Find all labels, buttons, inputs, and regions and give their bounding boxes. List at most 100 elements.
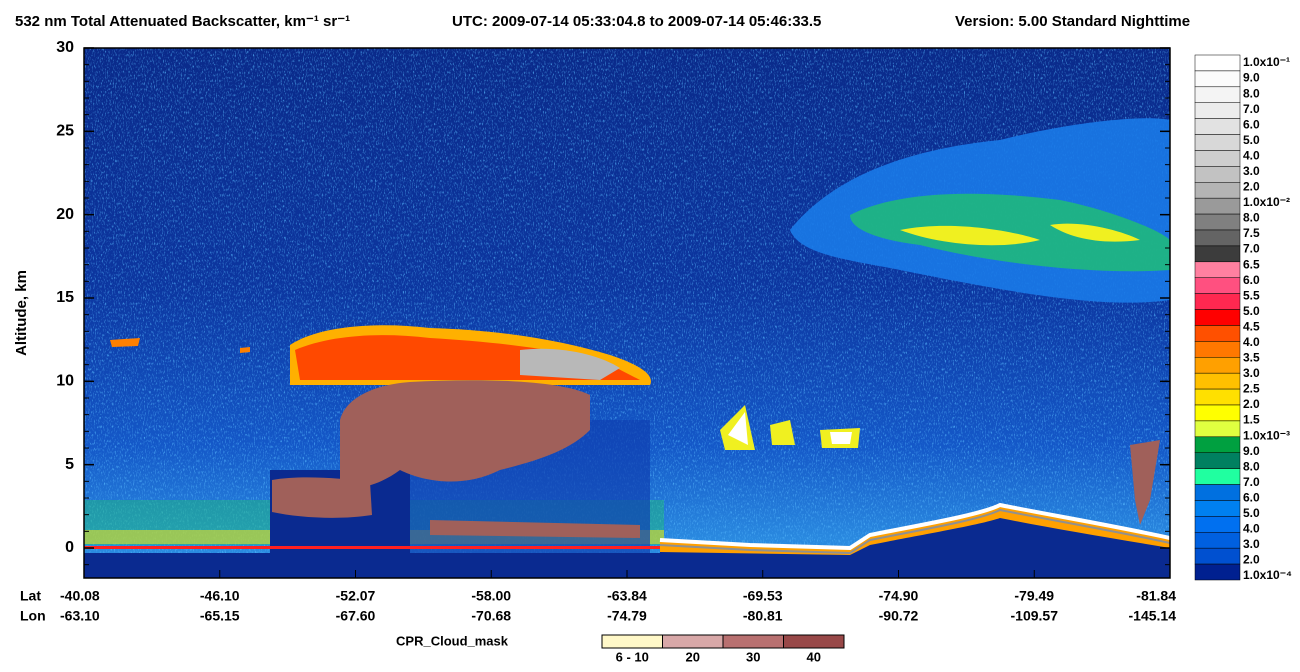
- y-axis-label: Altitude, km: [13, 270, 30, 356]
- colorbar-cell: [1194, 357, 1241, 374]
- colorbar-cell: [1194, 563, 1241, 581]
- colorbar-label: 3.0: [1243, 537, 1260, 551]
- colorbar-label: 8.0: [1243, 86, 1260, 100]
- lat-tick-label: -46.10: [200, 588, 240, 604]
- y-tick-label: 10: [56, 373, 74, 390]
- colorbar-cell: [1194, 70, 1241, 88]
- lat-tick-label: -74.90: [879, 588, 919, 604]
- colorbar-cell: [1194, 229, 1241, 247]
- colorbar-label: 1.0x10⁻²: [1243, 195, 1290, 209]
- lon-tick-label: -63.10: [60, 608, 100, 624]
- colorbar-label: 4.0: [1243, 522, 1260, 536]
- curtain: [84, 48, 1170, 578]
- colorbar-label: 4.0: [1243, 148, 1260, 162]
- colorbar-cell: [1194, 54, 1241, 72]
- colorbar-cell: [1194, 468, 1241, 485]
- lon-tick-label: -65.15: [200, 608, 240, 624]
- cloud-mask-bin-label: 20: [686, 649, 700, 664]
- cloud-mask-bin-label: 6 - 10: [616, 649, 649, 664]
- colorbar-label: 9.0: [1243, 444, 1260, 458]
- y-tick-label: 30: [56, 39, 74, 56]
- colorbar-label: 1.0x10⁻¹: [1243, 55, 1290, 69]
- version: Version: 5.00 Standard Nighttime: [955, 13, 1190, 30]
- colorbar-label: 2.0: [1243, 397, 1260, 411]
- lon-tick-label: -74.79: [607, 608, 647, 624]
- colorbar-cell: [1194, 325, 1241, 342]
- colorbar-cell: [1194, 150, 1241, 167]
- cloud-mask-cell: [722, 634, 784, 649]
- colorbar-label: 3.0: [1243, 366, 1260, 380]
- colorbar-cell: [1194, 484, 1241, 501]
- lat-tick-label: -69.53: [743, 588, 783, 604]
- colorbar-label: 8.0: [1243, 211, 1260, 225]
- colorbar-label: 7.5: [1243, 226, 1260, 240]
- cloud-mask-bin-label: 40: [807, 649, 821, 664]
- colorbar-cell: [1194, 118, 1241, 135]
- colorbar-label: 7.0: [1243, 102, 1260, 116]
- lat-tick-label: -52.07: [336, 588, 376, 604]
- colorbar-label: 2.0: [1243, 553, 1260, 567]
- colorbar-label: 6.0: [1243, 490, 1260, 504]
- chart-subtitle: UTC: 2009-07-14 05:33:04.8 to 2009-07-14…: [452, 13, 821, 30]
- colorbar-label: 1.0x10⁻³: [1243, 428, 1290, 442]
- y-tick-label: 0: [65, 539, 74, 556]
- lat-tick-label: -81.84: [1136, 588, 1176, 604]
- cloud-mask-cell: [662, 634, 724, 649]
- y-tick-label: 15: [56, 289, 74, 306]
- colorbar-cell: [1194, 500, 1241, 517]
- cloud-mask-cell: [601, 634, 663, 649]
- colorbar-label: 9.0: [1243, 71, 1260, 85]
- colorbar-cell: [1194, 245, 1241, 263]
- colorbar-cell: [1194, 547, 1241, 565]
- colorbar-cell: [1194, 293, 1241, 310]
- lon-tick-label: -109.57: [1011, 608, 1059, 624]
- colorbar-cell: [1194, 420, 1241, 438]
- colorbar-cell: [1194, 277, 1241, 294]
- colorbar-label: 2.5: [1243, 382, 1260, 396]
- colorbar-cell: [1194, 86, 1241, 103]
- colorbar-cell: [1194, 436, 1241, 453]
- colorbar-label: 4.0: [1243, 335, 1260, 349]
- colorbar-label: 5.0: [1243, 304, 1260, 318]
- cloud-mask-label: CPR_Cloud_mask: [396, 633, 509, 648]
- y-tick-label: 5: [65, 456, 74, 473]
- y-tick-label: 25: [56, 123, 74, 140]
- lat-tick-label: -79.49: [1014, 588, 1054, 604]
- cloud-mask-cell: [783, 634, 845, 649]
- colorbar-label: 1.0x10⁻⁴: [1243, 568, 1292, 582]
- colorbar-cell: [1194, 341, 1241, 358]
- y-tick-label: 20: [56, 206, 74, 223]
- colorbar-label: 3.5: [1243, 351, 1260, 365]
- colorbar-cell: [1194, 516, 1241, 533]
- lat-tick-label: -40.08: [60, 588, 100, 604]
- colorbar-label: 2.0: [1243, 180, 1260, 194]
- colorbar-label: 7.0: [1243, 242, 1260, 256]
- colorbar-cell: [1194, 372, 1241, 390]
- colorbar-cell: [1194, 309, 1241, 326]
- colorbar-cell: [1194, 166, 1241, 183]
- colorbar-label: 4.5: [1243, 319, 1260, 333]
- colorbar-cell: [1194, 182, 1241, 199]
- colorbar-cell: [1194, 197, 1241, 215]
- colorbar-label: 6.5: [1243, 257, 1260, 271]
- colorbar-label: 5.0: [1243, 133, 1260, 147]
- lon-label: Lon: [20, 608, 46, 624]
- colorbar-label: 5.5: [1243, 288, 1260, 302]
- colorbar-cell: [1194, 213, 1241, 231]
- colorbar-label: 6.0: [1243, 117, 1260, 131]
- colorbar-cell: [1194, 404, 1241, 422]
- lat-tick-label: -58.00: [471, 588, 511, 604]
- lon-tick-label: -67.60: [336, 608, 376, 624]
- colorbar-label: 3.0: [1243, 164, 1260, 178]
- chart-title: 532 nm Total Attenuated Backscatter, km⁻…: [15, 13, 350, 30]
- colorbar-cell: [1194, 388, 1241, 406]
- colorbar-cell: [1194, 261, 1241, 278]
- lon-tick-label: -70.68: [471, 608, 511, 624]
- colorbar-cell: [1194, 102, 1241, 119]
- lon-tick-label: -80.81: [743, 608, 783, 624]
- colorbar-label: 7.0: [1243, 475, 1260, 489]
- lat-label: Lat: [20, 588, 41, 604]
- cloud-mask-bin-label: 30: [746, 649, 760, 664]
- lon-tick-label: -145.14: [1129, 608, 1177, 624]
